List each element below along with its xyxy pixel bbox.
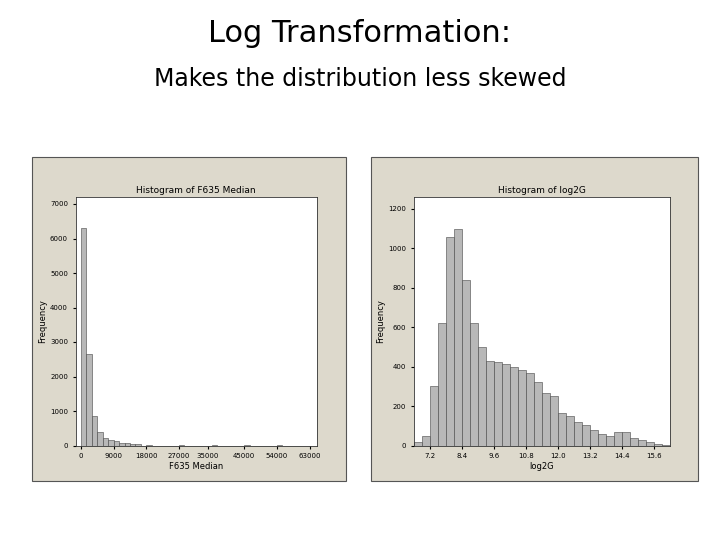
Bar (613, 431, 621, 446)
Bar (638, 440, 646, 445)
Bar (414, 442, 422, 446)
Bar (630, 437, 638, 446)
Title: Histogram of log2G: Histogram of log2G (498, 186, 586, 195)
Bar (81, 228, 86, 446)
Bar (86, 354, 92, 446)
Bar (558, 413, 566, 446)
Bar (550, 396, 558, 446)
Bar (646, 442, 654, 446)
Bar (470, 323, 478, 446)
Bar (446, 237, 454, 446)
Bar (108, 440, 114, 445)
Bar (422, 436, 430, 446)
Bar (566, 416, 574, 446)
Bar (541, 393, 550, 446)
Bar (92, 416, 97, 446)
Bar (606, 436, 613, 446)
X-axis label: log2G: log2G (529, 462, 554, 471)
Bar (526, 373, 534, 446)
Bar (518, 369, 526, 445)
Bar (454, 228, 462, 446)
Text: Makes the distribution less skewed: Makes the distribution less skewed (154, 68, 566, 91)
Bar (502, 363, 510, 446)
Bar (125, 443, 130, 446)
Bar (97, 433, 103, 446)
Bar (598, 434, 606, 445)
Bar (582, 425, 590, 446)
Bar (130, 444, 135, 446)
X-axis label: F635 Median: F635 Median (169, 462, 223, 471)
Y-axis label: Frequency: Frequency (377, 299, 386, 343)
Bar (590, 430, 598, 446)
Bar (462, 280, 470, 446)
Title: Histogram of F635 Median: Histogram of F635 Median (136, 186, 256, 195)
Bar (119, 443, 125, 445)
Bar (103, 437, 108, 446)
Bar (574, 422, 582, 446)
Bar (621, 431, 630, 446)
Bar (146, 445, 152, 446)
Y-axis label: Frequency: Frequency (38, 299, 48, 343)
Bar (438, 323, 446, 446)
Bar (662, 444, 670, 445)
Bar (494, 362, 502, 446)
Bar (135, 444, 141, 445)
Bar (486, 361, 494, 446)
Bar (534, 382, 541, 446)
Bar (510, 367, 518, 446)
Text: Log Transformation:: Log Transformation: (209, 19, 511, 48)
Bar (114, 441, 119, 445)
Bar (478, 347, 486, 446)
Bar (654, 443, 662, 446)
Bar (430, 386, 438, 445)
